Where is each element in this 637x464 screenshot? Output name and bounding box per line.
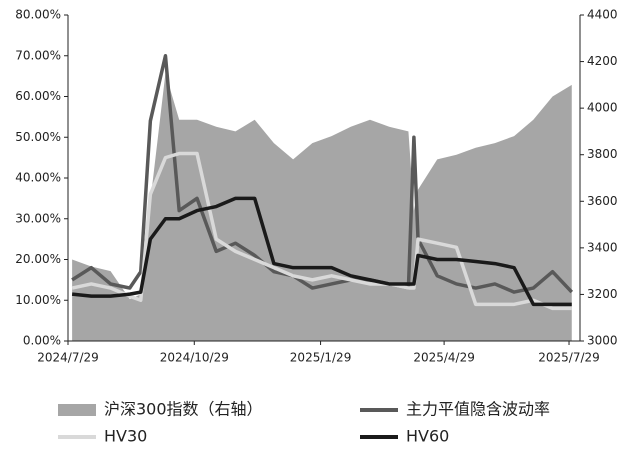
legend-label: HV60	[406, 427, 449, 446]
x-tick-label: 2024/10/29	[160, 351, 229, 365]
y2-tick-label: 4400	[587, 8, 618, 22]
y2-tick-label: 3800	[587, 147, 618, 161]
line	[71, 196, 572, 307]
y-tick-label: 80.00%	[15, 8, 61, 22]
y2-tick-label: 3200	[587, 287, 618, 301]
y-tick-label: 70.00%	[15, 48, 61, 62]
x-tick-label: 2025/7/29	[538, 351, 600, 365]
y-tick-label: 10.00%	[15, 293, 61, 307]
y2-tick-label: 3000	[587, 334, 618, 348]
y2-tick-label: 3400	[587, 240, 618, 254]
y-tick-label: 60.00%	[15, 89, 61, 103]
legend-label: 主力平值隐含波动率	[406, 400, 550, 419]
y2-tick-label: 4200	[587, 54, 618, 68]
legend-label: 沪深300指数（右轴）	[104, 400, 263, 419]
y-tick-label: 0.00%	[23, 334, 61, 348]
legend-swatch	[58, 404, 96, 416]
y-tick-label: 20.00%	[15, 252, 61, 266]
line	[71, 151, 572, 311]
y-tick-label: 40.00%	[15, 171, 61, 185]
legend-label: HV30	[104, 427, 147, 446]
y2-tick-label: 4000	[587, 101, 618, 115]
x-tick-label: 2024/7/29	[37, 351, 99, 365]
x-tick-label: 2025/4/29	[413, 351, 475, 365]
y2-tick-label: 3600	[587, 194, 618, 208]
line	[71, 54, 574, 294]
x-tick-label: 2025/1/29	[290, 351, 352, 365]
y-tick-label: 30.00%	[15, 211, 61, 225]
y-tick-label: 50.00%	[15, 130, 61, 144]
area	[72, 73, 572, 341]
